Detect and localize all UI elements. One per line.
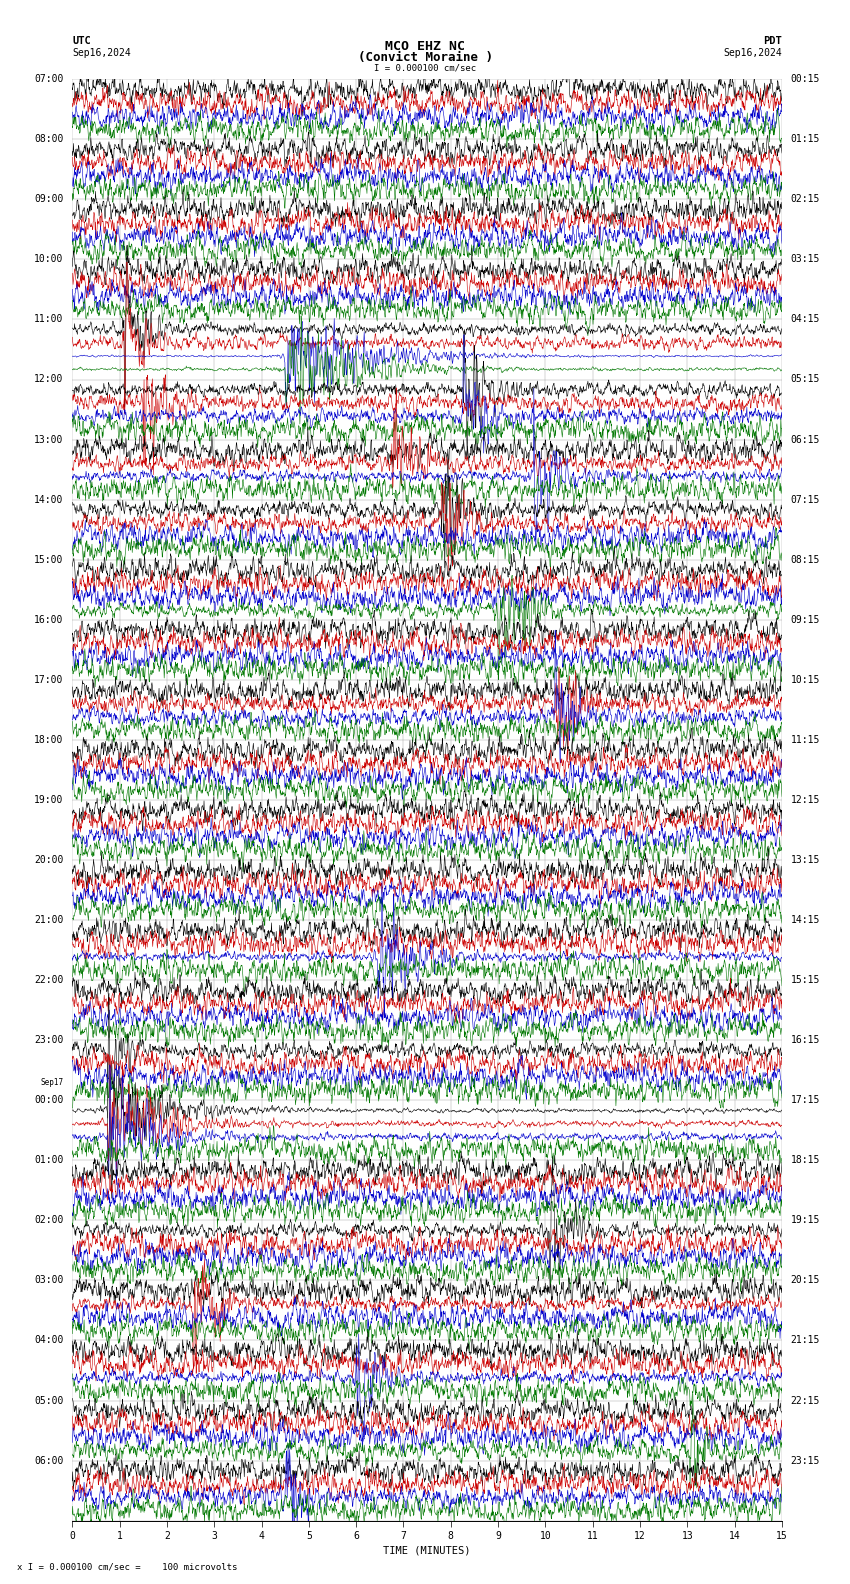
Text: 18:15: 18:15 <box>790 1155 820 1166</box>
Text: 11:15: 11:15 <box>790 735 820 744</box>
Text: x I = 0.000100 cm/sec =    100 microvolts: x I = 0.000100 cm/sec = 100 microvolts <box>17 1562 237 1571</box>
Text: 22:00: 22:00 <box>34 976 64 985</box>
Text: 21:00: 21:00 <box>34 916 64 925</box>
Text: 14:00: 14:00 <box>34 494 64 505</box>
Text: 03:00: 03:00 <box>34 1275 64 1285</box>
Text: 09:00: 09:00 <box>34 195 64 204</box>
Text: 09:15: 09:15 <box>790 615 820 624</box>
Text: 23:00: 23:00 <box>34 1036 64 1045</box>
X-axis label: TIME (MINUTES): TIME (MINUTES) <box>383 1546 471 1555</box>
Text: I = 0.000100 cm/sec: I = 0.000100 cm/sec <box>374 63 476 73</box>
Text: 16:00: 16:00 <box>34 615 64 624</box>
Text: 11:00: 11:00 <box>34 315 64 325</box>
Text: 06:00: 06:00 <box>34 1456 64 1465</box>
Text: (Convict Moraine ): (Convict Moraine ) <box>358 51 492 63</box>
Text: 01:15: 01:15 <box>790 135 820 144</box>
Text: 13:15: 13:15 <box>790 855 820 865</box>
Text: 15:00: 15:00 <box>34 554 64 564</box>
Text: UTC: UTC <box>72 36 91 46</box>
Text: 05:15: 05:15 <box>790 374 820 385</box>
Text: 08:00: 08:00 <box>34 135 64 144</box>
Text: 05:00: 05:00 <box>34 1396 64 1405</box>
Text: 19:15: 19:15 <box>790 1215 820 1226</box>
Text: 20:15: 20:15 <box>790 1275 820 1285</box>
Text: 12:15: 12:15 <box>790 795 820 805</box>
Text: 23:15: 23:15 <box>790 1456 820 1465</box>
Text: 07:00: 07:00 <box>34 74 64 84</box>
Text: 01:00: 01:00 <box>34 1155 64 1166</box>
Text: 17:00: 17:00 <box>34 675 64 684</box>
Text: 02:15: 02:15 <box>790 195 820 204</box>
Text: Sep16,2024: Sep16,2024 <box>72 48 131 57</box>
Text: 02:00: 02:00 <box>34 1215 64 1226</box>
Text: 19:00: 19:00 <box>34 795 64 805</box>
Text: 16:15: 16:15 <box>790 1036 820 1045</box>
Text: 15:15: 15:15 <box>790 976 820 985</box>
Text: 13:00: 13:00 <box>34 434 64 445</box>
Text: 00:00: 00:00 <box>34 1095 64 1106</box>
Text: 17:15: 17:15 <box>790 1095 820 1106</box>
Text: 10:00: 10:00 <box>34 255 64 265</box>
Text: 18:00: 18:00 <box>34 735 64 744</box>
Text: 12:00: 12:00 <box>34 374 64 385</box>
Text: 14:15: 14:15 <box>790 916 820 925</box>
Text: Sep17: Sep17 <box>41 1077 64 1087</box>
Text: 10:15: 10:15 <box>790 675 820 684</box>
Text: 03:15: 03:15 <box>790 255 820 265</box>
Text: 00:15: 00:15 <box>790 74 820 84</box>
Text: 20:00: 20:00 <box>34 855 64 865</box>
Text: Sep16,2024: Sep16,2024 <box>723 48 782 57</box>
Text: 06:15: 06:15 <box>790 434 820 445</box>
Text: PDT: PDT <box>763 36 782 46</box>
Text: 07:15: 07:15 <box>790 494 820 505</box>
Text: MCO EHZ NC: MCO EHZ NC <box>385 40 465 52</box>
Text: 22:15: 22:15 <box>790 1396 820 1405</box>
Text: 04:00: 04:00 <box>34 1335 64 1345</box>
Text: 04:15: 04:15 <box>790 315 820 325</box>
Text: 08:15: 08:15 <box>790 554 820 564</box>
Text: 21:15: 21:15 <box>790 1335 820 1345</box>
